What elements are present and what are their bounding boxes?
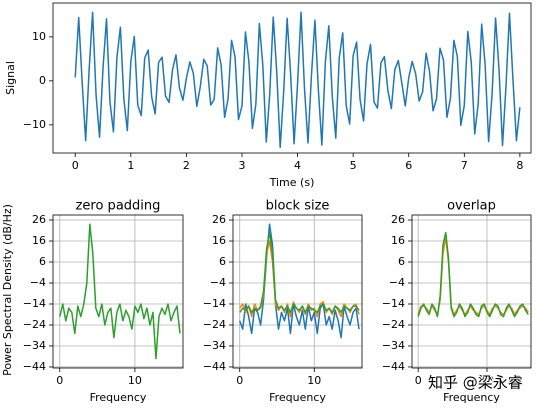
data-line	[239, 240, 360, 318]
data-line	[239, 231, 360, 314]
y-tick-label: 10	[32, 30, 46, 43]
x-tick-label: 0	[72, 159, 79, 172]
watermark: 知乎 @梁永睿	[428, 374, 523, 392]
y-tick-label: −24	[203, 318, 226, 331]
y-tick-label: −44	[203, 360, 226, 373]
x-tick-label: 10	[307, 374, 321, 387]
axes-frame	[411, 214, 532, 369]
data-line	[417, 231, 529, 318]
y-tick-label: −44	[382, 360, 405, 373]
x-tick-label: 1	[127, 159, 134, 172]
axes-frame	[232, 214, 363, 369]
y-tick-label: −34	[382, 339, 405, 352]
y-tick-label: 16	[212, 234, 226, 247]
y-tick-label: 16	[391, 234, 405, 247]
y-axis-label: Signal	[4, 61, 17, 95]
x-tick-label: 3	[238, 159, 245, 172]
x-axis-label: Time (s)	[269, 176, 315, 189]
x-tick-label: 0	[415, 374, 422, 387]
axes-frame	[52, 214, 184, 369]
y-tick-label: −34	[23, 339, 46, 352]
x-tick-label: 4	[294, 159, 301, 172]
y-tick-label: 16	[32, 234, 46, 247]
y-tick-label: 6	[39, 255, 46, 268]
y-tick-label: 26	[32, 213, 46, 226]
y-tick-label: −44	[23, 360, 46, 373]
x-tick-label: 6	[405, 159, 412, 172]
x-tick-label: 0	[236, 374, 243, 387]
x-tick-label: 0	[56, 374, 63, 387]
axes-frame	[52, 2, 532, 154]
x-tick-label: 5	[350, 159, 357, 172]
x-axis-label: Frequency	[443, 391, 500, 404]
y-tick-label: −34	[203, 339, 226, 352]
y-tick-label: −24	[382, 318, 405, 331]
y-tick-label: 26	[212, 213, 226, 226]
y-tick-label: −4	[389, 276, 405, 289]
data-line	[74, 11, 521, 149]
y-tick-label: 0	[39, 74, 46, 87]
y-tick-label: −14	[382, 297, 405, 310]
data-line	[239, 223, 360, 339]
y-tick-label: −14	[203, 297, 226, 310]
y-tick-label: 6	[219, 255, 226, 268]
y-axis-label: Power Spectral Density (dB/Hz)	[1, 204, 14, 376]
x-tick-label: 10	[128, 374, 142, 387]
x-tick-label: 10	[480, 374, 494, 387]
axes-title: zero padding	[76, 199, 161, 214]
y-tick-label: −4	[30, 276, 46, 289]
x-axis-label: Frequency	[90, 391, 147, 404]
x-tick-label: 8	[516, 159, 523, 172]
y-tick-label: −24	[23, 318, 46, 331]
y-tick-label: 6	[398, 255, 405, 268]
x-tick-label: 7	[461, 159, 468, 172]
axes-title: overlap	[447, 199, 496, 214]
x-axis-label: Frequency	[269, 391, 326, 404]
data-line	[59, 223, 181, 360]
y-tick-label: −4	[210, 276, 226, 289]
y-tick-label: −14	[23, 297, 46, 310]
y-tick-label: −10	[23, 118, 46, 131]
axes-title: block size	[266, 199, 330, 214]
x-tick-label: 2	[183, 159, 190, 172]
y-tick-label: 26	[391, 213, 405, 226]
